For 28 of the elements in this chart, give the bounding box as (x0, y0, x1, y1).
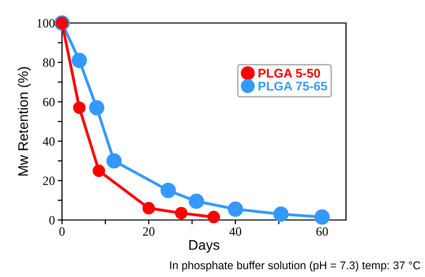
point (73, 101, 86, 114)
y-tick-label: 100 (37, 19, 55, 28)
point (72, 52, 87, 68)
x-axis-title: Days (189, 240, 220, 253)
point (208, 210, 220, 224)
point (92, 164, 106, 177)
point (89, 100, 104, 116)
x-tick-label: 40 (229, 227, 242, 236)
point (174, 206, 188, 220)
y-tick-label: 60 (43, 98, 55, 106)
point (228, 202, 244, 217)
x-tick-label: 0 (59, 227, 65, 236)
y-tick-label: 20 (43, 176, 55, 186)
y-tick-label: 0 (49, 216, 55, 224)
y-axis-title: Mw Retention (%) (18, 67, 31, 176)
point (160, 182, 176, 198)
point (314, 209, 330, 225)
x-tick-label: 20 (143, 227, 154, 236)
point (188, 194, 204, 209)
x-tick-label: 60 (316, 227, 328, 236)
y-tick-label: 80 (43, 58, 55, 67)
point (142, 202, 155, 214)
legend-label: PLGA 5-50 (258, 68, 320, 78)
point (273, 206, 289, 222)
legend-label: PLGA 75-65 (258, 82, 328, 91)
point (106, 153, 122, 169)
y-tick-label: 40 (42, 137, 55, 146)
text: In phosphate buffer solution (pH = 7.3) temp: 37 °C (170, 261, 420, 272)
